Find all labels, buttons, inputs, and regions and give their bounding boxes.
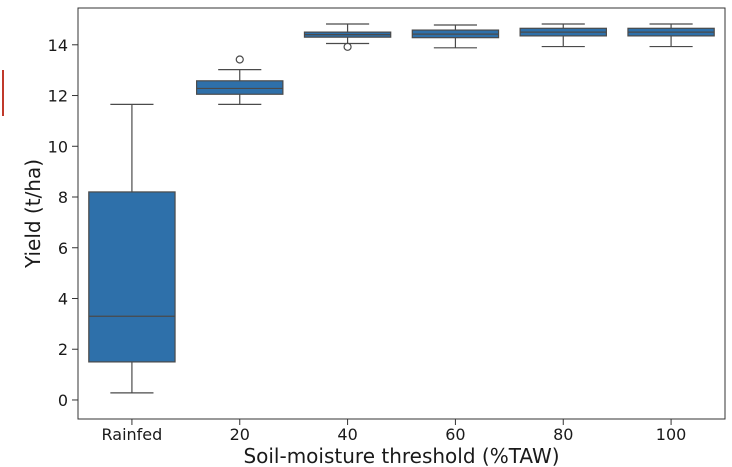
y-tick-label: 0: [58, 391, 68, 410]
box-group-rainfed: [88, 103, 176, 394]
outlier-point: [343, 42, 352, 51]
box-group-40: [303, 23, 392, 51]
y-tick-label: 4: [58, 289, 68, 308]
outlier-point: [235, 55, 244, 64]
y-tick-label: 12: [48, 87, 68, 106]
box-iqr: [88, 191, 176, 363]
box-group-20: [196, 55, 284, 106]
box-group-60: [411, 24, 500, 49]
y-tick-label: 6: [58, 239, 68, 258]
x-tick-label: Rainfed: [102, 425, 163, 444]
x-tick-label: 20: [230, 425, 250, 444]
box-group-80: [519, 23, 607, 48]
x-tick-label: 80: [553, 425, 573, 444]
y-tick-label: 2: [58, 340, 68, 359]
y-tick-label: 14: [48, 36, 68, 55]
x-axis-title: Soil-moisture threshold (%TAW): [243, 444, 559, 467]
y-tick-label: 8: [58, 188, 68, 207]
x-tick-label: 100: [656, 425, 687, 444]
box-group-100: [627, 23, 715, 48]
y-axis-title: Yield (t/ha): [21, 159, 45, 269]
x-tick-label: 40: [337, 425, 357, 444]
plot-frame: [77, 7, 726, 420]
box-iqr: [196, 80, 284, 95]
x-tick-label: 60: [445, 425, 465, 444]
y-tick-label: 10: [48, 137, 68, 156]
